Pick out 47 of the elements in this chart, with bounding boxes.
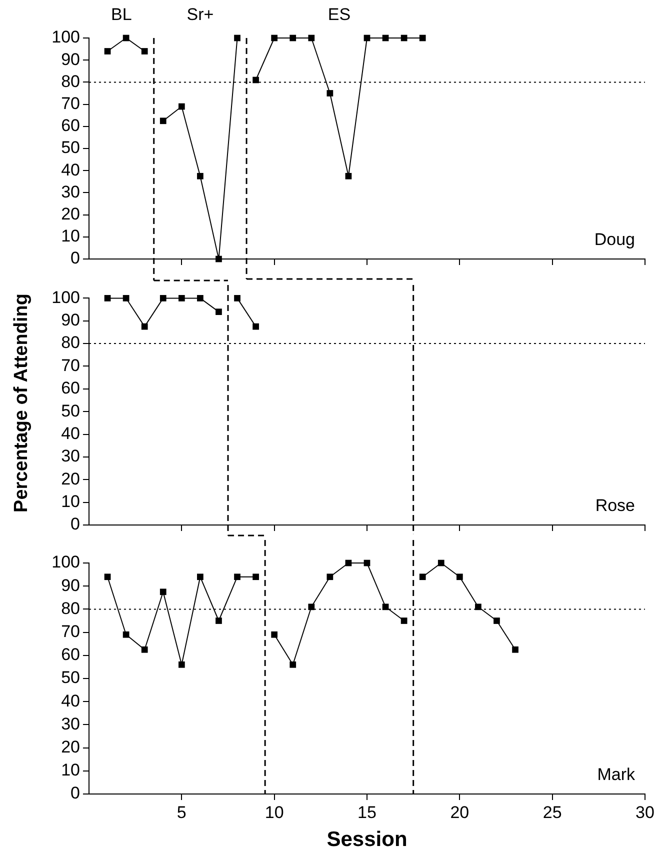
y-tick-label: 70 (61, 356, 80, 375)
text: Rose (595, 496, 635, 515)
text: ES (328, 5, 351, 24)
y-tick-label: 50 (61, 668, 80, 688)
y-tick-label: 100 (52, 28, 80, 47)
y-tick-label: 80 (61, 598, 80, 618)
y-tick-label: 100 (52, 552, 80, 572)
x-tick-label: 20 (450, 802, 470, 822)
y-tick-label: 20 (61, 204, 80, 224)
y-tick-label: 80 (61, 333, 80, 352)
y-tick-label: 50 (61, 138, 80, 158)
y-tick-label: 20 (61, 469, 80, 488)
y-tick-label: 0 (70, 514, 80, 534)
y-tick-label: 60 (61, 116, 80, 136)
y-tick-label: 30 (61, 446, 80, 466)
y-tick-label: 90 (61, 310, 80, 330)
y-tick-label: 90 (61, 576, 80, 595)
y-tick-label: 50 (61, 401, 80, 420)
text: Mark (597, 765, 636, 784)
y-tick-label: 10 (61, 492, 80, 512)
text: BL (111, 5, 132, 24)
y-tick-label: 30 (61, 182, 80, 202)
y-tick-label: 70 (61, 94, 80, 113)
y-tick-label: 100 (52, 288, 80, 307)
y-tick-label: 70 (61, 622, 80, 641)
y-tick-label: 10 (61, 226, 80, 246)
y-tick-label: 40 (61, 691, 80, 710)
x-tick-label: 15 (358, 802, 376, 822)
y-tick-label: 0 (70, 784, 80, 803)
y-tick-label: 60 (61, 378, 80, 398)
x-tick-label: 10 (264, 802, 284, 822)
x-tick-label: 30 (636, 802, 654, 822)
x-tick-label: 25 (542, 802, 562, 822)
y-tick-label: 80 (61, 72, 80, 91)
y-tick-label: 60 (61, 645, 80, 664)
y-tick-label: 10 (61, 760, 80, 780)
y-tick-label: 40 (61, 160, 80, 180)
y-tick-label: 20 (61, 737, 80, 756)
y-tick-label: 90 (61, 50, 80, 69)
y-axis-title: Percentage of Attending (11, 293, 33, 512)
x-tick-label: 5 (176, 802, 186, 822)
text: Sr+ (186, 5, 214, 24)
y-tick-label: 40 (61, 424, 80, 443)
y-tick-label: 0 (70, 248, 80, 268)
y-tick-label: 30 (61, 714, 80, 734)
x-axis-title: Session (326, 828, 408, 852)
text: Doug (594, 230, 635, 249)
